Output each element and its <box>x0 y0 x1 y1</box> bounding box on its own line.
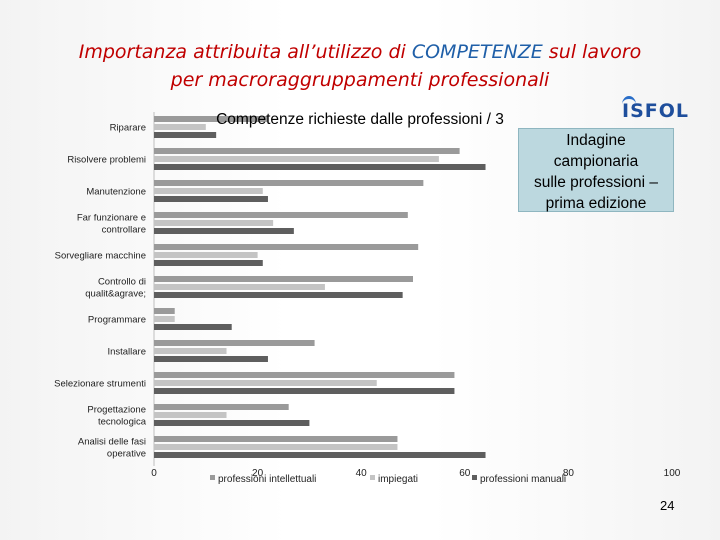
x-tick-label: 80 <box>563 468 575 479</box>
bar-3-4 <box>154 228 294 234</box>
legend-swatch <box>210 475 215 480</box>
title-highlight: COMPETENZE <box>411 41 543 63</box>
bar-1-4 <box>154 212 408 218</box>
callout-line: sulle professioni – <box>533 174 659 191</box>
legend-label: impiegati <box>378 474 418 485</box>
logo-swoosh-icon <box>622 96 636 113</box>
callout-line: campionaria <box>553 153 639 170</box>
bar-3-8 <box>154 356 268 362</box>
bar-3-1 <box>154 132 217 138</box>
bar-1-10 <box>154 404 289 410</box>
legend-label: professioni manuali <box>480 474 566 485</box>
category-label: Analisi delle fasi <box>78 437 146 448</box>
legend-label: professioni intellettuali <box>218 474 316 485</box>
category-label: Far funzionare e <box>77 213 146 224</box>
logo-text: ISFOL <box>622 100 689 122</box>
category-label: Installare <box>107 347 146 358</box>
category-label: Controllo di <box>98 277 146 288</box>
category-label: Sorvegliare macchine <box>55 251 146 262</box>
bar-3-7 <box>154 324 232 330</box>
bar-1-1 <box>154 116 268 122</box>
bar-3-6 <box>154 292 403 298</box>
page-number: 24 <box>660 498 675 513</box>
category-label: controllare <box>102 225 146 236</box>
x-tick-label: 100 <box>664 468 681 479</box>
title-text-part1: Importanza attribuita all’utilizzo di <box>78 41 412 63</box>
slide-title-line1: Importanza attribuita all’utilizzo di CO… <box>0 38 720 66</box>
bar-2-11 <box>154 444 398 450</box>
category-label: operative <box>107 449 146 460</box>
bar-3-3 <box>154 196 268 202</box>
bar-3-2 <box>154 164 486 170</box>
bar-1-2 <box>154 148 460 154</box>
x-tick-label: 60 <box>459 468 471 479</box>
bar-1-3 <box>154 180 424 186</box>
bar-2-2 <box>154 156 439 162</box>
callout-line: prima edizione <box>545 195 647 212</box>
legend-swatch <box>472 475 477 480</box>
bar-1-8 <box>154 340 315 346</box>
x-tick-label: 40 <box>356 468 368 479</box>
x-tick-label: 0 <box>151 468 157 479</box>
bar-3-5 <box>154 260 263 266</box>
survey-callout: Indagine campionaria sulle professioni –… <box>518 128 674 212</box>
category-label: tecnologica <box>98 417 147 428</box>
bar-1-7 <box>154 308 175 314</box>
callout-line: Indagine <box>566 132 626 149</box>
bar-3-11 <box>154 452 486 458</box>
bar-2-1 <box>154 124 206 130</box>
category-label: Risolvere problemi <box>67 155 146 166</box>
isfol-logo: ISFOL <box>622 96 688 126</box>
legend-swatch <box>370 475 375 480</box>
bar-3-9 <box>154 388 455 394</box>
category-label: Programmare <box>88 315 146 326</box>
slide-title: Importanza attribuita all’utilizzo di CO… <box>0 38 720 94</box>
category-label: Selezionare strumenti <box>54 379 146 390</box>
bar-2-10 <box>154 412 227 418</box>
bar-1-9 <box>154 372 455 378</box>
bar-1-11 <box>154 436 398 442</box>
x-tick-label: 20 <box>252 468 264 479</box>
bar-2-6 <box>154 284 325 290</box>
bar-2-9 <box>154 380 377 386</box>
slide-title-line2: per macroraggruppamenti professionali <box>170 69 550 91</box>
category-label: Progettazione <box>87 405 146 416</box>
category-label: qualit&agrave; <box>85 289 146 300</box>
chart-title: Competenze richieste dalle professioni /… <box>216 111 504 128</box>
category-label: Riparare <box>110 123 146 134</box>
bar-2-4 <box>154 220 274 226</box>
category-label: Manutenzione <box>86 187 146 198</box>
bar-2-5 <box>154 252 258 258</box>
bar-1-5 <box>154 244 419 250</box>
bar-2-7 <box>154 316 175 322</box>
bar-2-8 <box>154 348 227 354</box>
title-text-part2: sul lavoro <box>542 41 642 63</box>
bar-2-3 <box>154 188 263 194</box>
bar-1-6 <box>154 276 413 282</box>
bar-3-10 <box>154 420 310 426</box>
